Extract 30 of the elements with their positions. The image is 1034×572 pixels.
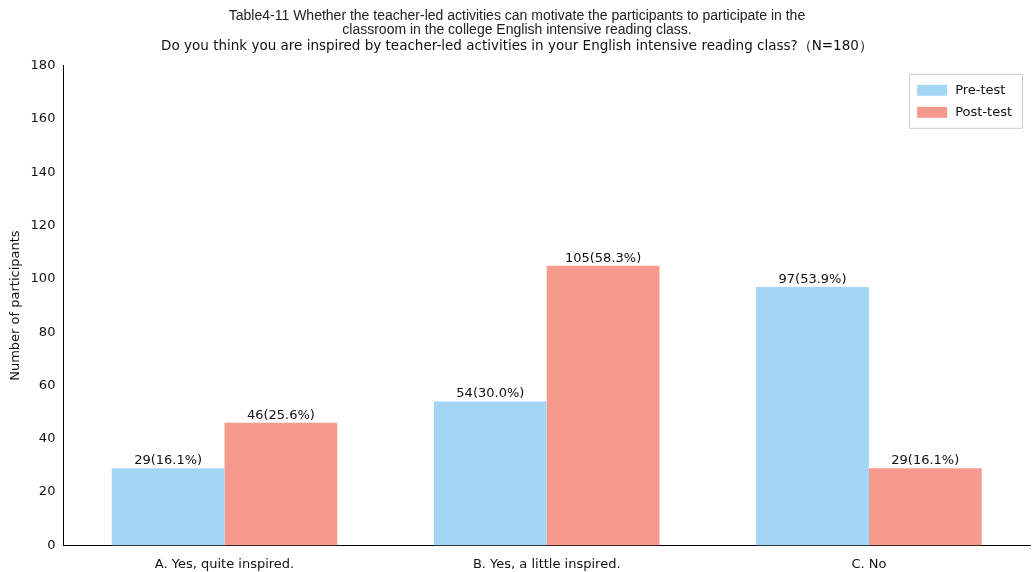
x-tick-label: C. No: [851, 555, 887, 571]
chart-subtitle: Do you think you are inspired by teacher-led activities in your English intensive reading class?（N=180）: [160, 37, 874, 55]
y-tick-label: 0: [47, 536, 56, 552]
y-axis-title: Number of participants: [7, 230, 23, 381]
legend-label: Post-test: [955, 104, 1012, 120]
y-tick-label: 40: [38, 430, 56, 446]
y-tick-label: 160: [30, 110, 56, 126]
y-tick-label: 140: [30, 163, 56, 179]
data-label: 105(58.3%): [564, 249, 642, 265]
bar: [224, 422, 338, 546]
y-tick-label: 100: [30, 270, 56, 286]
bar: [546, 265, 660, 546]
bar: [433, 401, 547, 546]
y-tick-label: 20: [38, 483, 56, 499]
chart-title: Table4-11 Whether the teacher-led activities can motivate the participants to participate in the classroom in the college English intensive reading class.: [227, 7, 807, 37]
data-label: 29(16.1%): [891, 452, 960, 468]
x-tick-label: A. Yes, quite inspired.: [154, 555, 295, 571]
data-label: 54(30.0%): [456, 385, 525, 401]
bar: [868, 468, 982, 546]
bar: [111, 468, 225, 546]
x-tick-label: B. Yes, a little inspired.: [472, 555, 621, 571]
data-label: 97(53.9%): [778, 270, 847, 286]
y-tick-label: 120: [30, 217, 56, 233]
y-tick-label: 60: [38, 376, 56, 392]
y-tick-label: 80: [38, 323, 56, 339]
y-tick-label: 180: [30, 57, 56, 73]
legend-label: Pre-test: [955, 82, 1006, 98]
data-label: 29(16.1%): [134, 452, 203, 468]
data-label: 46(25.6%): [246, 406, 315, 422]
bar: [756, 286, 869, 546]
